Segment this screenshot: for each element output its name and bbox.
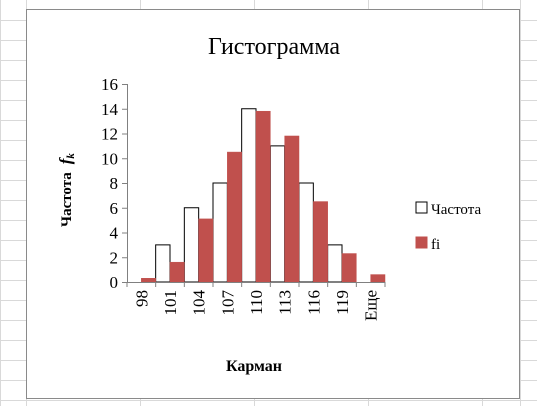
x-tick-label: 110 xyxy=(247,290,266,315)
y-tick-label: 0 xyxy=(110,273,119,292)
legend-swatch-chastota xyxy=(415,201,428,214)
legend: Частота fi xyxy=(415,201,481,253)
x-tick-label: 104 xyxy=(190,290,209,316)
x-tick-label: 101 xyxy=(161,290,180,316)
x-tick-label: Еще xyxy=(362,290,381,321)
bar-chastota-116 xyxy=(298,182,314,283)
legend-label-fi: fi xyxy=(431,237,440,253)
chart-area[interactable]: Гистограмма Частота fk Карман 0 2 4 6 8 10 12 14… xyxy=(26,9,520,399)
bar-fi-110 xyxy=(255,110,271,283)
y-tick-label: 2 xyxy=(110,248,119,267)
bar-fi-116 xyxy=(313,201,328,283)
x-tick-label: 116 xyxy=(304,290,323,315)
histogram-chart: Гистограмма Частота fk Карман 0 2 4 6 8 10 12 14… xyxy=(56,34,481,375)
plot-area: 0 2 4 6 8 10 12 14 16 98 101 104 107 110 113 116 119 Еще xyxy=(101,75,386,321)
bar-chastota-110 xyxy=(241,108,257,283)
bar-fi-Еще xyxy=(370,274,386,283)
y-tick-label: 12 xyxy=(101,125,118,144)
bar-fi-98 xyxy=(141,278,156,283)
bar-chastota-119 xyxy=(327,244,343,283)
bar-fi-101 xyxy=(169,261,185,283)
legend-swatch-fi xyxy=(415,236,428,249)
x-tick-label: 98 xyxy=(132,290,151,307)
bar-chastota-101 xyxy=(155,244,171,283)
y-axis-title-subscript: k xyxy=(65,153,77,159)
y-tick-label: 6 xyxy=(110,199,119,218)
bar-fi-119 xyxy=(341,253,357,283)
y-tick-label: 16 xyxy=(101,75,118,94)
y-tick-label: 4 xyxy=(110,224,119,243)
y-tick-label: 14 xyxy=(101,100,119,119)
y-tick-label: 8 xyxy=(110,174,119,193)
y-tick-label: 10 xyxy=(101,149,118,168)
bar-fi-107 xyxy=(227,151,242,283)
x-tick-label: 119 xyxy=(333,290,352,315)
legend-label-chastota: Частота xyxy=(431,202,481,218)
y-axis-title: Частота fk xyxy=(56,153,77,227)
bar-fi-113 xyxy=(284,135,300,283)
bar-chastota-107 xyxy=(212,182,228,283)
x-tick-label: 113 xyxy=(276,290,295,315)
x-tick-label: 107 xyxy=(218,290,237,316)
chart-title: Гистограмма xyxy=(208,34,340,60)
y-axis-title-symbol: f xyxy=(56,156,75,164)
x-axis-title: Карман xyxy=(226,358,282,375)
bar-chastota-104 xyxy=(183,207,200,283)
bar-fi-104 xyxy=(198,218,214,283)
y-axis-title-main: Частота xyxy=(59,172,75,227)
bar-chastota-113 xyxy=(269,145,286,283)
